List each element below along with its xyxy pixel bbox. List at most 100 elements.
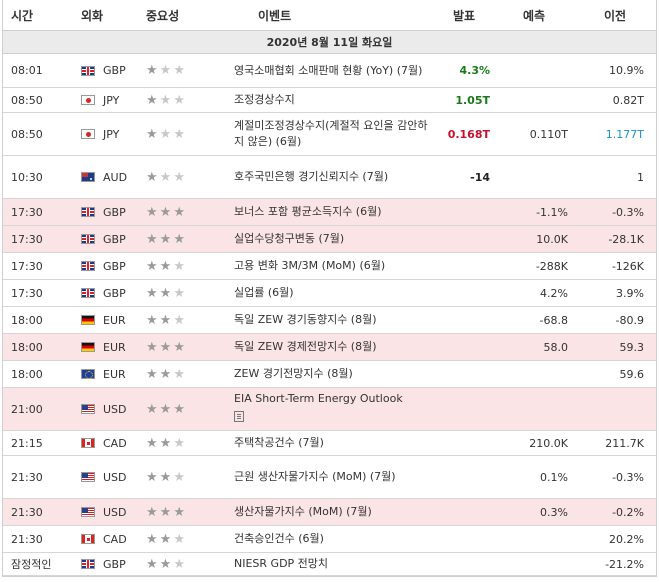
header-currency[interactable]: 외화: [81, 8, 104, 23]
event-cell[interactable]: EIA Short-Term Energy Outlook: [228, 388, 434, 430]
currency-code: GBP: [103, 232, 126, 246]
header-importance[interactable]: 중요성: [146, 8, 180, 23]
event-cell[interactable]: 보너스 포함 평균소득지수 (6월): [228, 199, 434, 225]
table-row[interactable]: 21:30 USD ★ ★ ★ 근원 생산자물가지수 (MoM) (7월) 0.1% -0.3…: [3, 456, 656, 499]
star-icon: ★: [159, 312, 172, 328]
table-row[interactable]: 17:30 GBP ★ ★ ★ 고용 변화 3M/3M (MoM) (6월) -288K -1…: [3, 253, 656, 280]
event-cell[interactable]: 실업률 (6월): [228, 280, 434, 306]
table-row[interactable]: 21:30 USD ★ ★ ★ 생산자물가지수 (MoM) (7월) 0.3% -0.2%: [3, 499, 656, 526]
actual-value: [434, 431, 494, 455]
currency-cell: GBP: [75, 226, 140, 252]
table-row[interactable]: 17:30 GBP ★ ★ ★ 실업수당청구변동 (7월) 10.0K -28.1K: [3, 226, 656, 253]
table-row[interactable]: 17:30 GBP ★ ★ ★ 실업률 (6월) 4.2% 3.9%: [3, 280, 656, 307]
importance-stars: ★ ★ ★: [140, 199, 228, 225]
event-name[interactable]: 독일 ZEW 경기동향지수 (8월): [234, 313, 377, 326]
table-row[interactable]: 21:30 CAD ★ ★ ★ 건축승인건수 (6월) 20.2%: [3, 526, 656, 553]
event-name[interactable]: 실업수당청구변동 (7월): [234, 232, 345, 245]
forecast-value: [494, 553, 574, 575]
star-icon: ★: [146, 231, 158, 247]
currency-code: GBP: [103, 64, 126, 77]
event-cell[interactable]: 근원 생산자물가지수 (MoM) (7월): [228, 456, 434, 498]
currency-code: USD: [103, 505, 127, 519]
japan-flag-icon: [81, 129, 95, 139]
table-row[interactable]: 21:00 USD ★ ★ ★ EIA Short-Term Energy Outlook: [3, 388, 656, 431]
currency-code: JPY: [103, 127, 120, 141]
table-row[interactable]: 08:50 JPY ★ ★ ★ 조정경상수지 1.05T 0.82T: [3, 88, 656, 113]
event-cell[interactable]: 고용 변화 3M/3M (MoM) (6월): [228, 253, 434, 279]
table-row[interactable]: 08:01 GBP ★ ★ ★ 영국소매협회 소매판매 현황 (YoY) (7월) 4.3%…: [3, 54, 656, 88]
event-name[interactable]: ZEW 경기전망지수 (8월): [234, 367, 353, 380]
header-previous[interactable]: 이전: [603, 8, 627, 23]
event-cell[interactable]: 호주국민은행 경기신뢰지수 (7월): [228, 156, 434, 198]
event-name[interactable]: 보너스 포함 평균소득지수 (6월): [234, 205, 382, 218]
event-name[interactable]: 주택착공건수 (7월): [234, 436, 324, 449]
event-name[interactable]: 건축승인건수 (6월): [234, 532, 324, 545]
time-cell: 21:30: [11, 505, 43, 519]
star-icon: ★: [173, 435, 185, 451]
star-icon: ★: [173, 339, 185, 355]
importance-stars: ★ ★ ★: [140, 361, 228, 387]
event-name[interactable]: EIA Short-Term Energy Outlook: [234, 392, 403, 405]
table-row[interactable]: 21:15 CAD ★ ★ ★ 주택착공건수 (7월) 210.0K 211.7K: [3, 431, 656, 456]
uk-flag-icon: [81, 65, 95, 76]
forecast-value: 0.3%: [540, 505, 568, 519]
star-icon: ★: [173, 126, 185, 142]
event-name[interactable]: 실업률 (6월): [234, 286, 294, 299]
header-time[interactable]: 시간: [11, 8, 34, 23]
forecast-value: [494, 88, 574, 112]
star-icon: ★: [146, 435, 158, 451]
event-cell[interactable]: 독일 ZEW 경기동향지수 (8월): [228, 307, 434, 333]
event-name[interactable]: 근원 생산자물가지수 (MoM) (7월): [234, 470, 396, 483]
table-row[interactable]: 18:00 EUR ★ ★ ★ 독일 ZEW 경제전망지수 (8월) 58.0 59.3: [3, 334, 656, 361]
event-cell[interactable]: NIESR GDP 전망치: [228, 553, 434, 575]
table-row[interactable]: 08:50 JPY ★ ★ ★ 계절미조정경상수지(계절적 요인을 감안하지 않은) (6…: [3, 113, 656, 156]
event-cell[interactable]: 계절미조정경상수지(계절적 요인을 감안하지 않은) (6월): [228, 113, 434, 155]
event-name[interactable]: 계절미조정경상수지(계절적 요인을 감안하지 않은) (6월): [234, 119, 428, 148]
actual-value: [434, 199, 494, 225]
currency-code: CAD: [103, 436, 127, 450]
actual-value: -14: [470, 170, 490, 184]
event-name[interactable]: 영국소매협회 소매판매 현황 (YoY) (7월): [234, 63, 423, 77]
time-cell: 21:15: [11, 436, 43, 450]
event-cell[interactable]: ZEW 경기전망지수 (8월): [228, 361, 434, 387]
event-cell[interactable]: 건축승인건수 (6월): [228, 526, 434, 552]
star-icon: ★: [173, 204, 185, 220]
event-name[interactable]: 조정경상수지: [234, 93, 295, 106]
table-row[interactable]: 18:00 EUR ★ ★ ★ ZEW 경기전망지수 (8월) 59.6: [3, 361, 656, 388]
event-name[interactable]: NIESR GDP 전망치: [234, 557, 329, 570]
star-icon: ★: [159, 366, 172, 382]
event-cell[interactable]: 조정경상수지: [228, 88, 434, 112]
event-name[interactable]: 생산자물가지수 (MoM) (7월): [234, 505, 372, 518]
star-icon: ★: [146, 469, 158, 485]
currency-code: CAD: [103, 532, 127, 546]
header-actual[interactable]: 발표: [452, 8, 476, 23]
header-forecast[interactable]: 예측: [522, 8, 546, 23]
event-name[interactable]: 독일 ZEW 경제전망지수 (8월): [234, 340, 377, 353]
event-cell[interactable]: 영국소매협회 소매판매 현황 (YoY) (7월): [228, 54, 434, 87]
table-row[interactable]: 18:00 EUR ★ ★ ★ 독일 ZEW 경기동향지수 (8월) -68.8 -80.9: [3, 307, 656, 334]
event-cell[interactable]: 실업수당청구변동 (7월): [228, 226, 434, 252]
time-cell: 17:30: [11, 259, 43, 273]
table-row[interactable]: 잠정적인 GBP ★ ★ ★ NIESR GDP 전망치 -21.2%: [3, 553, 656, 576]
star-icon: ★: [173, 531, 185, 547]
forecast-value: 4.2%: [540, 286, 568, 300]
table-row[interactable]: 17:30 GBP ★ ★ ★ 보너스 포함 평균소득지수 (6월) -1.1% -0.3%: [3, 199, 656, 226]
event-cell[interactable]: 주택착공건수 (7월): [228, 431, 434, 455]
event-name[interactable]: 호주국민은행 경기신뢰지수 (7월): [234, 170, 389, 183]
star-icon: ★: [173, 312, 185, 328]
importance-stars: ★ ★ ★: [140, 156, 228, 198]
star-icon: ★: [146, 169, 158, 185]
event-cell[interactable]: 생산자물가지수 (MoM) (7월): [228, 499, 434, 525]
event-cell[interactable]: 독일 ZEW 경제전망지수 (8월): [228, 334, 434, 360]
forecast-value: -68.8: [539, 313, 568, 327]
table-row[interactable]: 10:30 AUD ★ ★ ★ 호주국민은행 경기신뢰지수 (7월) -14 1: [3, 156, 656, 199]
usa-flag-icon: [81, 472, 95, 482]
header-event[interactable]: 이벤트: [258, 8, 292, 23]
currency-cell: AUD: [75, 156, 140, 198]
document-icon[interactable]: [234, 411, 244, 422]
actual-value: 4.3%: [459, 64, 490, 77]
star-icon: ★: [146, 63, 158, 78]
event-name[interactable]: 고용 변화 3M/3M (MoM) (6월): [234, 259, 386, 272]
previous-value: -28.1K: [608, 232, 644, 246]
star-icon: ★: [146, 531, 158, 547]
